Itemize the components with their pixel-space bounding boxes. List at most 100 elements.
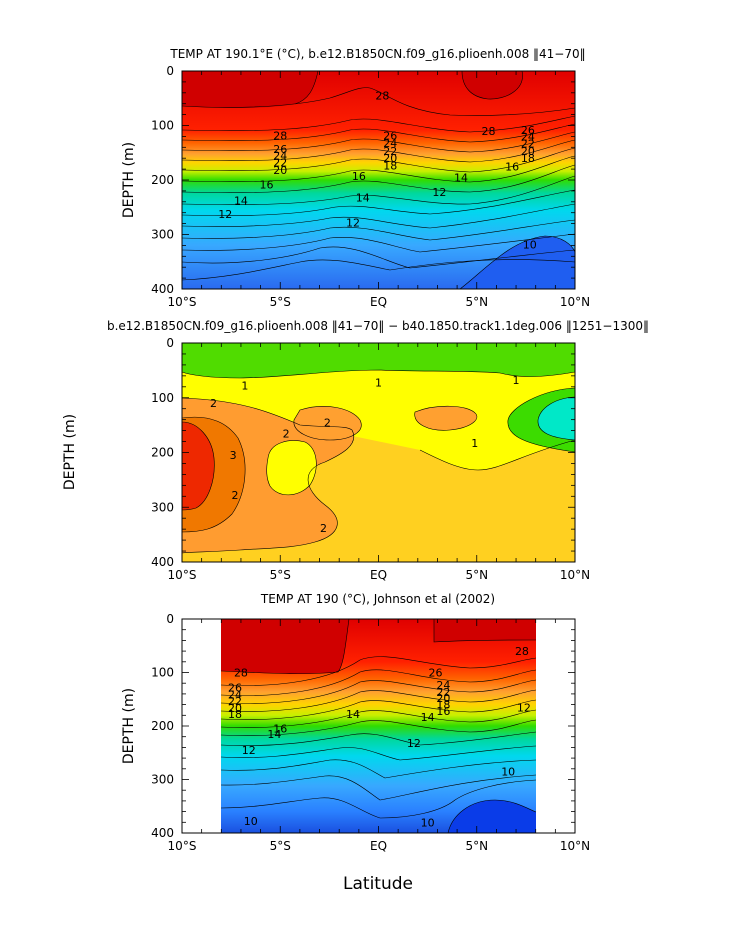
panel-1-title: TEMP AT 190.1°E (°C), b.e12.B1850CN.f09_… (169, 47, 585, 61)
panel-2: b.e12.B1850CN.f09_g16.plioenh.008 ‖41−70… (62, 319, 649, 582)
contour-label: 20 (383, 152, 397, 165)
contour-label: 2 (210, 397, 217, 410)
y-tick-label: 100 (151, 391, 174, 405)
y-tick-label: 0 (166, 336, 174, 350)
y-tick-label: 200 (151, 446, 174, 460)
panel-2-cyan-east (537, 397, 575, 440)
contour-label: 20 (228, 702, 242, 715)
contour-label: 24 (383, 137, 397, 150)
y-tick-label: 300 (151, 500, 174, 514)
y-tick-label: 400 (151, 555, 174, 569)
x-tick-label: EQ (370, 839, 387, 853)
contour-label: 20 (436, 692, 450, 705)
contour-label: 16 (352, 170, 366, 183)
y-tick-label: 300 (151, 228, 174, 242)
panel-3-y-ticks: 0 100 200 300 400 (151, 612, 575, 840)
panel-3-x-ticks: 10°S 5°S EQ 5°N 10°N (168, 619, 590, 853)
contour-label: 26 (428, 667, 442, 680)
panel-2-x-ticks: 10°S 5°S EQ 5°N 10°N (168, 343, 590, 582)
contour-label: 2 (320, 522, 327, 535)
contour-label: 1 (471, 437, 478, 450)
panel-1: TEMP AT 190.1°E (°C), b.e12.B1850CN.f09_… (121, 47, 590, 309)
contour-label: 14 (267, 728, 281, 741)
contour-label: 18 (521, 152, 535, 165)
contour-label: 1 (513, 374, 520, 387)
panel-2-ylabel: DEPTH (m) (62, 414, 78, 490)
contour-label: 12 (346, 217, 360, 230)
contour-label: 26 (273, 143, 287, 156)
contour-label: 14 (234, 195, 248, 208)
contour-label: 3 (230, 449, 237, 462)
panel-3: TEMP AT 190 (°C), Johnson et al (2002) (121, 592, 590, 853)
contour-label: 2 (232, 489, 239, 502)
x-tick-label: 5°S (270, 568, 291, 582)
contour-label: 24 (521, 130, 535, 143)
contour-label: 22 (436, 686, 450, 699)
y-tick-label: 300 (151, 773, 174, 787)
contour-label: 28 (482, 125, 496, 138)
contour-label: 26 (383, 129, 397, 142)
y-tick-label: 200 (151, 719, 174, 733)
contour-label: 16 (436, 705, 450, 718)
panel-2-title: b.e12.B1850CN.f09_g16.plioenh.008 ‖41−70… (107, 319, 649, 333)
x-tick-label: 10°N (560, 839, 590, 853)
contour-label: 24 (273, 149, 287, 162)
x-tick-label: 5°S (270, 295, 291, 309)
figure-xlabel: Latitude (343, 874, 413, 894)
x-tick-label: 5°N (465, 568, 488, 582)
panel-1-cold-pocket (460, 236, 575, 289)
panel-3-cold-pocket (448, 800, 536, 833)
contour-label: 20 (521, 145, 535, 158)
x-tick-label: 10°N (560, 568, 590, 582)
contour-label: 18 (228, 708, 242, 721)
x-tick-label: 5°N (465, 839, 488, 853)
y-tick-label: 100 (151, 119, 174, 133)
contour-label: 20 (273, 164, 287, 177)
contour-label: 10 (501, 765, 515, 778)
x-tick-label: 5°N (465, 295, 488, 309)
contour-label: 22 (273, 157, 287, 170)
y-tick-label: 400 (151, 282, 174, 296)
contour-label: 28 (273, 129, 287, 142)
contour-label: 16 (505, 160, 519, 173)
panel-3-isotherms (220, 618, 537, 834)
x-tick-label: 10°N (560, 295, 590, 309)
panel-1-warm-pool-west (182, 71, 318, 108)
contour-label: 10 (523, 238, 537, 251)
contour-label: 28 (515, 645, 529, 658)
panel-3-ylabel: DEPTH (m) (121, 688, 137, 764)
x-tick-label: EQ (370, 568, 387, 582)
x-tick-label: EQ (370, 295, 387, 309)
panel-3-warm-pool-east (434, 619, 536, 642)
contour-label: 2 (324, 416, 331, 429)
panel-1-y-ticks: 0 100 200 300 400 (151, 64, 575, 296)
contour-label: 10 (421, 816, 435, 829)
contour-label: 26 (521, 124, 535, 137)
contour-label: 28 (375, 90, 389, 103)
panel-2-contours (181, 369, 576, 554)
contour-label: 26 (228, 681, 242, 694)
contour-label: 22 (228, 695, 242, 708)
contour-label: 24 (228, 688, 242, 701)
y-tick-label: 0 (166, 612, 174, 626)
y-tick-label: 0 (166, 64, 174, 78)
panel-1-isotherms (181, 70, 576, 290)
panel-2-y-ticks: 0 100 200 300 400 (151, 336, 575, 569)
contour-label: 12 (242, 744, 256, 757)
contour-label: 16 (273, 723, 287, 736)
contour-label: 18 (383, 159, 397, 172)
contour-label: 14 (356, 191, 370, 204)
contour-label: 1 (241, 380, 248, 393)
contour-label: 2 (283, 427, 290, 440)
panel-1-warm-pool-east (462, 71, 523, 100)
x-tick-label: 5°S (270, 839, 291, 853)
panel-2-contour-labels: 1 1 1 1 2 2 2 2 2 3 (210, 374, 520, 535)
panel-2-orange-patch-mid (293, 406, 362, 440)
panel-2-yellow-pocket (266, 440, 317, 495)
contour-label: 10 (244, 815, 258, 828)
contour-label: 16 (259, 178, 273, 191)
x-tick-label: 10°S (168, 839, 197, 853)
